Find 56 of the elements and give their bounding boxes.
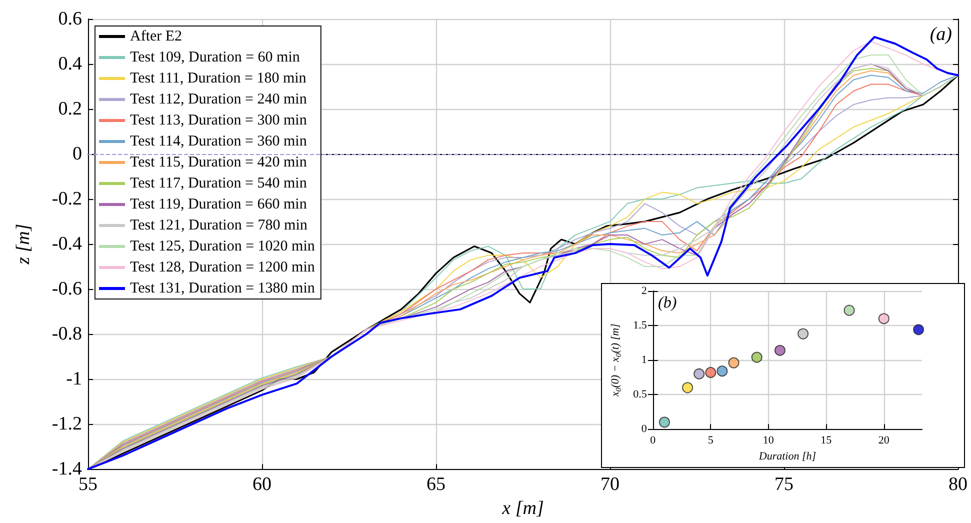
y-tick-label: -1	[66, 368, 82, 390]
y-tick-label: 0.2	[58, 98, 82, 120]
y-tick-label: -0.2	[52, 188, 82, 210]
legend-label: Test 109, Duration = 60 min	[130, 50, 300, 66]
y-tick-label: 2	[641, 285, 647, 297]
point	[798, 328, 809, 340]
x-tick-label: 10	[762, 434, 774, 447]
y-tick-label: -0.6	[52, 278, 82, 300]
y-tick-label: 0.5	[633, 388, 648, 401]
y-tick-label: -1.2	[52, 414, 82, 435]
y-tick-label: 0	[72, 144, 82, 165]
x-tick-label: 15	[820, 434, 832, 447]
point	[844, 304, 855, 316]
x-tick-label: 60	[252, 474, 272, 496]
legend-label: Test 117, Duration = 540 min	[130, 176, 308, 192]
y-tick-label: 1	[641, 354, 647, 366]
point	[658, 416, 670, 428]
y-axis-title: z [m]	[13, 224, 34, 266]
y-tick-label: -0.8	[52, 324, 82, 345]
y-tick-label: 0.6	[58, 8, 82, 30]
annotation: (b)	[658, 294, 677, 312]
legend-label: Test 115, Duration = 420 min	[130, 154, 308, 170]
legend-label: Test 112, Duration = 240 min	[130, 92, 308, 108]
legend-label: Test 128, Duration = 1200 min	[130, 260, 316, 276]
x-axis-title: Duration [h]	[758, 450, 816, 462]
legend-label: Test 131, Duration = 1380 min	[130, 280, 316, 296]
point	[694, 368, 705, 380]
x-tick-label: 5	[708, 434, 714, 447]
x-tick-label: 55	[78, 474, 98, 496]
point	[728, 357, 740, 368]
annotation: (a)	[930, 24, 952, 45]
point	[682, 382, 694, 394]
y-tick-label: -0.4	[52, 234, 82, 255]
point	[878, 313, 890, 324]
point	[751, 352, 762, 363]
x-tick-label: 70	[600, 474, 620, 496]
x-tick-label: 75	[774, 474, 794, 496]
x-tick-label: 20	[878, 434, 890, 447]
point	[913, 324, 924, 336]
point	[705, 366, 716, 378]
y-tick-label: 0	[641, 423, 648, 436]
legend-label: Test 119, Duration = 660 min	[130, 196, 308, 212]
x-axis-title: x [m]	[501, 498, 544, 519]
point	[716, 366, 728, 377]
legend-label: Test 111, Duration = 180 min	[130, 70, 307, 86]
y-tick-label: 0.4	[58, 54, 82, 75]
legend-label: Test 114, Duration = 360 min	[130, 134, 308, 150]
legend-label: Test 125, Duration = 1020 min	[130, 238, 316, 254]
x-tick-label: 80	[948, 474, 968, 496]
legend-label: Test 121, Duration = 780 min	[130, 218, 308, 234]
x-tick-label: 0	[650, 434, 656, 447]
legend-label: Test 113, Duration = 300 min	[130, 112, 308, 128]
x-tick-label: 65	[426, 474, 446, 496]
point	[774, 344, 786, 356]
y-tick-label: 1.5	[633, 320, 648, 332]
legend-label: After E2	[130, 28, 182, 44]
